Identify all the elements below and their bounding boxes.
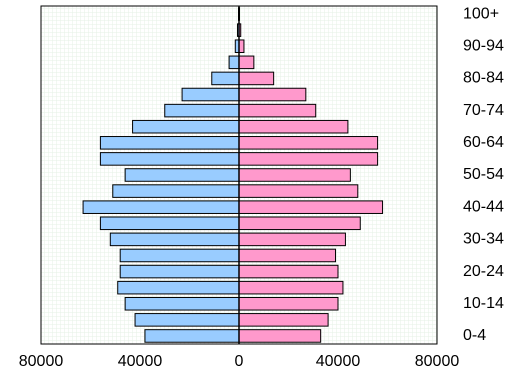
bar-left-60-64 <box>100 137 239 150</box>
bar-left-20-24 <box>120 265 239 278</box>
bar-right-30-34 <box>239 233 345 246</box>
y-tick-label: 30-34 <box>463 231 504 248</box>
bar-left-85-89 <box>229 56 239 69</box>
bar-right-5-9 <box>239 314 328 327</box>
bar-right-80-84 <box>239 72 274 85</box>
bar-left-40-44 <box>83 201 239 214</box>
bar-left-15-19 <box>118 281 239 294</box>
bar-left-35-39 <box>100 217 239 230</box>
x-tick-label: 80000 <box>415 353 460 370</box>
bar-left-55-59 <box>100 153 239 166</box>
bar-left-10-14 <box>125 297 239 310</box>
x-tick-label: 40000 <box>316 353 361 370</box>
bar-right-35-39 <box>239 217 360 230</box>
bar-right-10-14 <box>239 297 338 310</box>
bar-right-75-79 <box>239 88 306 101</box>
y-tick-label: 20-24 <box>463 263 504 280</box>
bar-left-30-34 <box>110 233 239 246</box>
bar-left-50-54 <box>125 169 239 182</box>
bar-right-25-29 <box>239 249 336 262</box>
y-tick-label: 10-14 <box>463 295 504 312</box>
x-tick-label: 0 <box>235 353 244 370</box>
x-axis-tick-labels: 80000 40000 0 40000 80000 <box>19 353 460 370</box>
y-tick-label: 90-94 <box>463 37 504 54</box>
bar-left-80-84 <box>212 72 239 85</box>
bar-right-40-44 <box>239 201 383 214</box>
y-tick-label: 60-64 <box>463 134 504 151</box>
bar-left-25-29 <box>120 249 239 262</box>
x-tick-label: 40000 <box>118 353 163 370</box>
bar-left-5-9 <box>135 314 239 327</box>
y-tick-label: 50-54 <box>463 166 504 183</box>
bar-left-45-49 <box>113 185 239 198</box>
bar-left-65-69 <box>133 120 239 133</box>
bar-right-20-24 <box>239 265 338 278</box>
bar-left-0-4 <box>145 330 239 343</box>
y-tick-label: 40-44 <box>463 198 504 215</box>
bar-right-15-19 <box>239 281 343 294</box>
y-tick-label: 100+ <box>463 5 499 22</box>
bar-right-0-4 <box>239 330 321 343</box>
y-axis-tick-labels: 0-4 10-14 20-24 30-34 40-44 50-54 60-64 70-74 80… <box>463 5 504 344</box>
bar-right-50-54 <box>239 169 350 182</box>
y-tick-label: 70-74 <box>463 102 504 119</box>
bar-right-65-69 <box>239 120 348 133</box>
bar-left-70-74 <box>165 104 239 117</box>
bar-left-75-79 <box>182 88 239 101</box>
y-tick-label: 0-4 <box>463 327 486 344</box>
bar-right-70-74 <box>239 104 316 117</box>
bar-right-55-59 <box>239 153 378 166</box>
y-tick-label: 80-84 <box>463 70 504 87</box>
x-tick-label: 80000 <box>19 353 64 370</box>
bar-right-60-64 <box>239 137 378 150</box>
bar-right-85-89 <box>239 56 254 69</box>
bar-right-45-49 <box>239 185 358 198</box>
